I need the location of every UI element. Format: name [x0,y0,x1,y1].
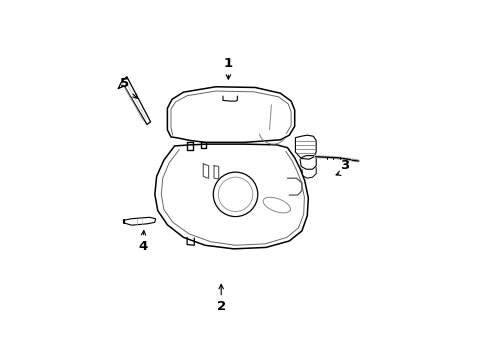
Text: 3: 3 [340,159,349,172]
Text: 4: 4 [139,240,148,253]
Text: 5: 5 [120,77,129,90]
Text: 2: 2 [216,300,225,313]
Text: 1: 1 [224,57,232,70]
